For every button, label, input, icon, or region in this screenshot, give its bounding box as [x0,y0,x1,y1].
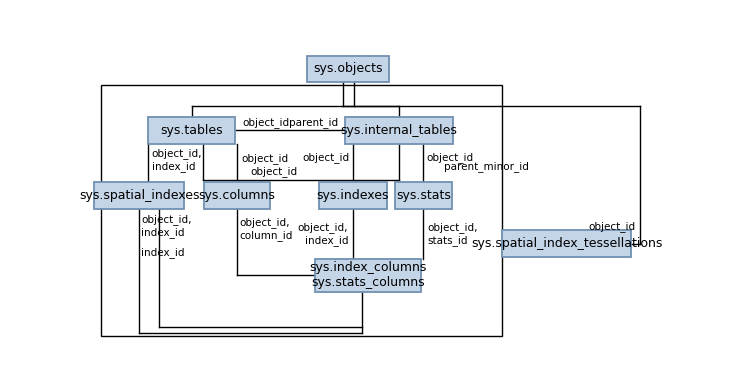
Text: index_id: index_id [141,247,185,258]
Text: sys.spatial_index_tessellations: sys.spatial_index_tessellations [471,237,663,250]
Text: object_id: object_id [241,153,289,164]
Text: sys.objects: sys.objects [313,62,383,76]
FancyBboxPatch shape [315,259,421,291]
Text: object_id: object_id [426,152,473,163]
Text: object_id: object_id [243,117,290,128]
FancyBboxPatch shape [346,117,453,144]
Text: object_id: object_id [303,152,350,163]
Text: sys.tables: sys.tables [160,124,223,137]
Text: object_id,
index_id: object_id, index_id [141,214,192,237]
Text: sys.columns: sys.columns [198,189,276,203]
Text: object_id,
column_id: object_id, column_id [240,217,293,241]
Text: object_id,
stats_id: object_id, stats_id [428,222,478,246]
FancyBboxPatch shape [319,182,386,210]
FancyBboxPatch shape [502,230,631,257]
Text: object_id,
index_id: object_id, index_id [297,222,348,246]
Text: sys.stats: sys.stats [396,189,451,203]
Text: sys.spatial_indexes: sys.spatial_indexes [79,189,200,203]
Text: parent_minor_id: parent_minor_id [444,161,529,171]
FancyBboxPatch shape [148,117,235,144]
Text: sys.index_columns
sys.stats_columns: sys.index_columns sys.stats_columns [309,261,426,289]
FancyBboxPatch shape [307,55,389,82]
FancyBboxPatch shape [395,182,451,210]
Text: object_id: object_id [251,166,297,177]
Text: parent_id: parent_id [289,117,338,128]
Text: object_id: object_id [588,221,636,232]
Bar [101,85,502,336]
Text: object_id,
index_id: object_id, index_id [152,148,202,172]
Text: sys.indexes: sys.indexes [316,189,389,203]
FancyBboxPatch shape [203,182,270,210]
Text: sys.internal_tables: sys.internal_tables [340,124,458,137]
FancyBboxPatch shape [94,182,184,210]
